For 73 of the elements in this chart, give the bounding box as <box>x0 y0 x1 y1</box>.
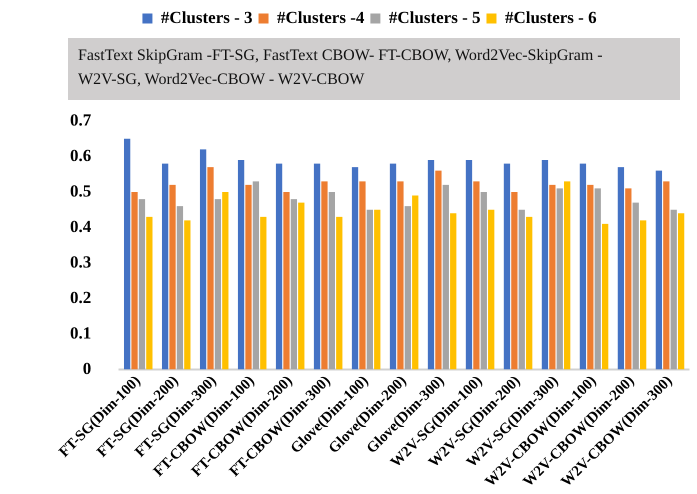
y-tick-label: 0.1 <box>70 323 92 342</box>
bar <box>466 160 472 370</box>
bar <box>359 181 366 370</box>
legend-label: #Clusters - 5 <box>388 8 480 27</box>
bar <box>321 181 328 370</box>
bar <box>138 199 146 370</box>
bar <box>162 164 168 370</box>
bar <box>632 202 639 370</box>
bar <box>283 192 290 370</box>
bar <box>222 192 228 370</box>
bar <box>678 213 684 370</box>
bar <box>260 216 266 370</box>
bar <box>442 184 449 370</box>
y-tick-label: 0.3 <box>70 252 92 272</box>
bar <box>245 184 252 370</box>
bar <box>176 206 184 370</box>
y-tick-label: 0.4 <box>70 216 92 236</box>
bar <box>314 164 320 370</box>
y-tick-label: 0.2 <box>70 288 92 307</box>
bar <box>252 181 260 370</box>
bar <box>412 196 418 370</box>
bar <box>238 160 244 370</box>
bar <box>663 181 670 370</box>
y-tick-label: 0.5 <box>70 181 92 200</box>
bar <box>298 202 304 370</box>
bar <box>390 164 396 370</box>
y-tick-label: 0.7 <box>70 110 92 130</box>
bar <box>200 149 206 370</box>
y-tick-label: 0 <box>82 358 92 378</box>
bar <box>124 138 130 370</box>
bar <box>618 167 624 370</box>
bar <box>587 184 594 370</box>
bar <box>428 160 434 370</box>
legend-label: #Clusters -4 <box>277 8 365 27</box>
bar <box>656 170 662 370</box>
bar <box>131 192 138 370</box>
bar <box>214 199 222 370</box>
bar <box>336 216 342 370</box>
bar <box>564 181 570 370</box>
chart-subtitle: FastText SkipGram -FT-SG, FastText CBOW- FT-CBOW, Word2Vec-SkipGram - W2V-SG, Word2Vec-CBOW - W2V-CBOW <box>68 38 680 100</box>
bar <box>473 181 480 370</box>
bar <box>488 210 494 370</box>
bar <box>602 224 608 370</box>
bar <box>640 220 646 370</box>
bar <box>526 216 532 370</box>
bar <box>404 206 411 370</box>
bar <box>184 220 190 370</box>
bar <box>169 184 176 370</box>
y-tick-label: 0.6 <box>70 146 92 165</box>
bar <box>366 210 373 370</box>
bar <box>670 210 677 370</box>
bar <box>594 188 601 370</box>
bar <box>328 192 336 370</box>
bar <box>511 192 518 370</box>
bar <box>276 164 282 370</box>
bar <box>290 199 298 370</box>
bar <box>480 192 487 370</box>
bar <box>556 188 563 370</box>
bar <box>542 160 548 370</box>
bar <box>504 164 510 370</box>
bar <box>374 210 380 370</box>
bar <box>435 170 442 370</box>
legend-label: #Clusters - 3 <box>160 8 253 27</box>
bar <box>549 184 556 370</box>
legend-label: #Clusters - 6 <box>504 8 597 27</box>
bar <box>580 164 586 370</box>
bar <box>207 167 214 370</box>
bar <box>625 188 632 370</box>
bar <box>352 167 358 370</box>
bar <box>518 210 525 370</box>
bar <box>397 181 404 370</box>
bar <box>146 216 152 370</box>
bar <box>450 213 456 370</box>
